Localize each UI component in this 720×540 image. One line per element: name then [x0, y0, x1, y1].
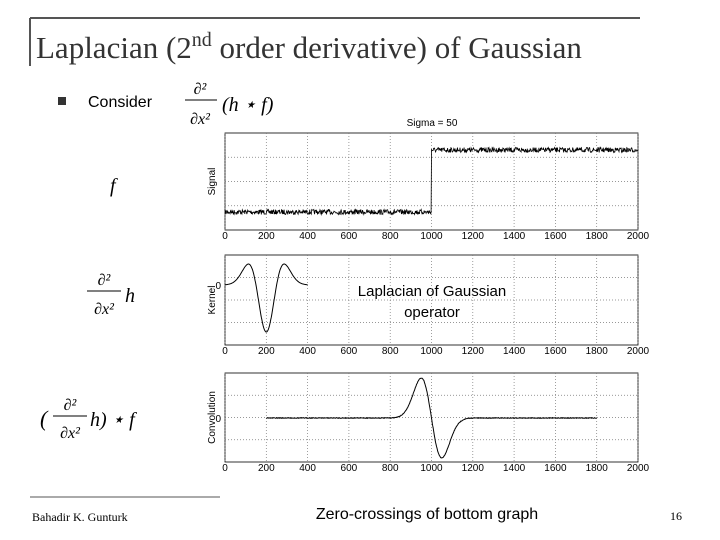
- formula-arg: (h ⋆ f): [222, 94, 274, 116]
- formula: ∂² ∂x² (h ⋆ f): [185, 81, 274, 128]
- x-tick-label: 600: [341, 231, 358, 242]
- formula-den: ∂x²: [190, 111, 211, 128]
- x-tick-label: 1600: [544, 463, 567, 474]
- label-den: ∂x²: [94, 301, 115, 318]
- label-den: ∂x²: [60, 425, 81, 442]
- y-axis-label: Signal: [207, 168, 218, 196]
- x-tick-label: 600: [341, 463, 358, 474]
- label-num: ∂²: [64, 397, 78, 414]
- x-tick-label: 1800: [586, 231, 609, 242]
- x-tick-label: 1800: [586, 463, 609, 474]
- x-tick-label: 0: [222, 231, 228, 242]
- x-tick-label: 0: [222, 346, 228, 357]
- x-tick-label: 1000: [420, 231, 443, 242]
- x-tick-label: 400: [299, 346, 316, 357]
- signal-curve: [224, 146, 639, 216]
- x-tick-label: 1200: [462, 231, 485, 242]
- x-tick-label: 200: [258, 463, 275, 474]
- label-num: ∂²: [98, 272, 112, 289]
- row-label: ( ∂² ∂x² h) ⋆ f: [40, 397, 137, 442]
- label-arg: h: [125, 285, 135, 307]
- footer-caption: Zero-crossings of bottom graph: [316, 506, 538, 523]
- x-tick-label: 400: [299, 463, 316, 474]
- x-tick-label: 400: [299, 231, 316, 242]
- x-tick-label: 1600: [544, 346, 567, 357]
- bullet-marker: [58, 97, 66, 105]
- x-tick-label: 1400: [503, 231, 526, 242]
- x-tick-label: 800: [382, 231, 399, 242]
- annotation: Laplacian of Gaussian: [358, 283, 506, 300]
- x-tick-label: 1200: [462, 346, 485, 357]
- footer-author: Bahadir K. Gunturk: [32, 510, 128, 524]
- y-axis-label: Kernel: [207, 286, 218, 315]
- y-tick-label: 0: [215, 414, 221, 425]
- x-tick-label: 1400: [503, 346, 526, 357]
- x-tick-label: 200: [258, 346, 275, 357]
- kernel-curve: [224, 263, 308, 333]
- x-tick-label: 200: [258, 231, 275, 242]
- label-open: (: [40, 406, 49, 431]
- x-tick-label: 2000: [627, 346, 650, 357]
- x-tick-label: 1800: [586, 346, 609, 357]
- annotation: operator: [404, 304, 460, 321]
- y-axis-label: Convolution: [207, 391, 218, 444]
- x-tick-label: 1000: [420, 346, 443, 357]
- x-tick-label: 800: [382, 346, 399, 357]
- label-arg: h) ⋆ f: [90, 409, 137, 431]
- x-tick-label: 2000: [627, 231, 650, 242]
- bullet-text: Consider: [88, 94, 153, 111]
- x-tick-label: 1400: [503, 463, 526, 474]
- x-tick-label: 1000: [420, 463, 443, 474]
- x-tick-label: 1600: [544, 231, 567, 242]
- x-tick-label: 800: [382, 463, 399, 474]
- title: Laplacian (2nd order derivative) of Gaus…: [36, 29, 582, 65]
- x-tick-label: 2000: [627, 463, 650, 474]
- x-tick-label: 1200: [462, 463, 485, 474]
- page-number: 16: [670, 509, 682, 523]
- x-tick-label: 0: [222, 463, 228, 474]
- row-label: f: [110, 175, 118, 197]
- convolution-curve: [265, 377, 597, 459]
- x-tick-label: 600: [341, 346, 358, 357]
- plot-title: Sigma = 50: [407, 118, 458, 129]
- formula-num: ∂²: [194, 81, 208, 98]
- row-label: ∂² ∂x² h: [87, 272, 135, 318]
- y-tick-label: 0: [215, 281, 221, 292]
